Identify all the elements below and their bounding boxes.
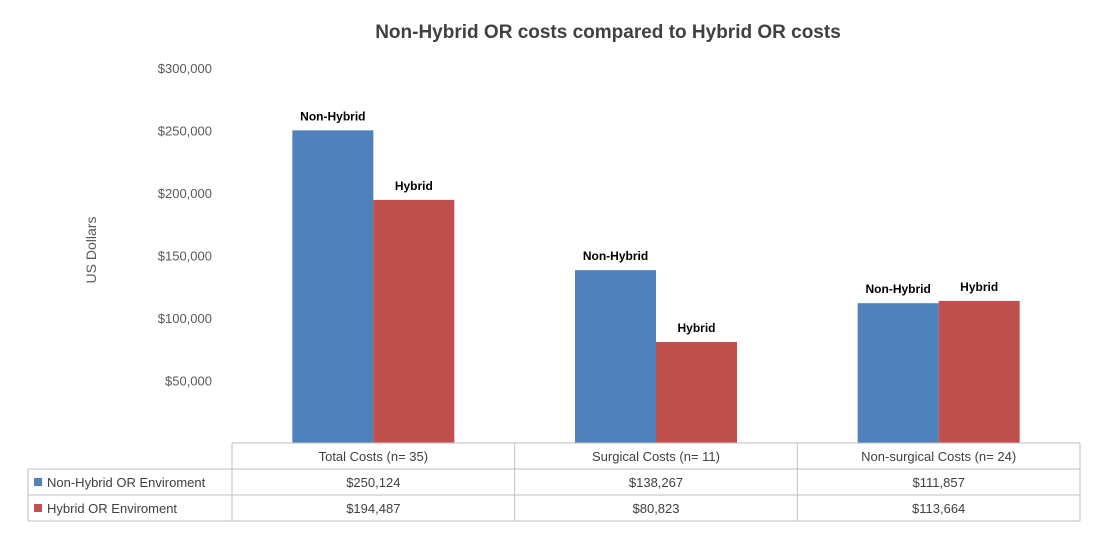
y-tick-label: $200,000: [158, 186, 212, 201]
chart-title: Non-Hybrid OR costs compared to Hybrid O…: [375, 22, 841, 43]
bar-hybrid: [656, 341, 737, 443]
y-tick-label: $100,000: [158, 311, 212, 326]
table-value-cell: $80,823: [633, 501, 680, 516]
y-tick-label: $50,000: [165, 374, 212, 389]
bar-data-label: Hybrid: [395, 179, 433, 193]
bar-data-label: Non-Hybrid: [583, 249, 648, 263]
y-axis-ticks: $50,000 $100,000 $150,000 $200,000 $250,000 $…: [158, 61, 212, 389]
legend-swatch: [34, 504, 42, 512]
table-category-header: Surgical Costs (n= 11): [592, 449, 720, 464]
table-category-header: Total Costs (n= 35): [319, 449, 428, 464]
bar-non-hybrid: [857, 303, 939, 443]
table-value-cell: $138,267: [629, 475, 683, 490]
legend-series-name: Hybrid OR Enviroment: [47, 501, 177, 516]
y-tick-label: $250,000: [158, 124, 212, 139]
bar-non-hybrid: [292, 130, 374, 443]
bar-data-label: Hybrid: [960, 280, 998, 294]
bar-hybrid: [373, 199, 455, 443]
legend-swatch: [34, 478, 42, 486]
y-tick-label: $300,000: [158, 61, 212, 76]
bars-group: [292, 130, 1020, 443]
bar-non-hybrid: [575, 270, 656, 443]
bar-data-label: Hybrid: [677, 321, 715, 335]
bar-hybrid: [938, 300, 1020, 443]
y-tick-label: $150,000: [158, 249, 212, 264]
y-axis-label: US Dollars: [83, 217, 99, 284]
legend-series-name: Non-Hybrid OR Enviroment: [47, 475, 206, 490]
data-table: Total Costs (n= 35) Surgical Costs (n= 11…: [27, 442, 1081, 522]
table-category-header: Non-surgical Costs (n= 24): [861, 449, 1016, 464]
table-value-cell: $113,664: [912, 501, 965, 516]
table-value-cell: $250,124: [346, 475, 400, 490]
table-value-cell: $194,487: [346, 501, 400, 516]
bar-labels-group: Non-Hybrid Hybrid Non-Hybrid Hybrid Non-Hybr…: [300, 109, 998, 335]
bar-data-label: Non-Hybrid: [866, 282, 931, 296]
table-value-cell: $111,857: [913, 475, 965, 490]
bar-data-label: Non-Hybrid: [300, 109, 365, 123]
